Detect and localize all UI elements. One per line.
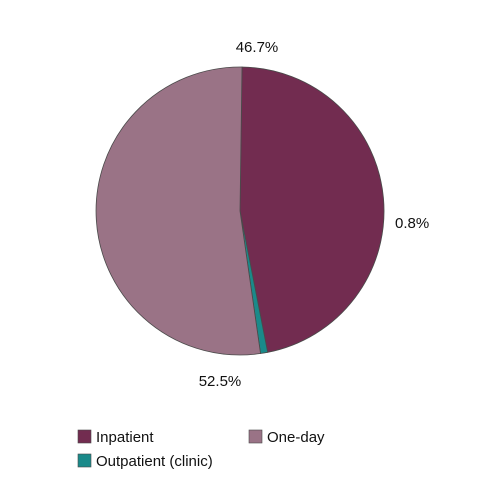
legend-label: Outpatient (clinic) (96, 453, 213, 470)
data-label-one-day: 52.5% (199, 373, 242, 390)
pie-slice-inpatient (239, 66, 385, 353)
legend-label: One-day (267, 429, 325, 446)
legend-label: Inpatient (96, 429, 154, 446)
pie-slices (95, 66, 385, 356)
data-label-inpatient: 46.7% (236, 39, 279, 56)
legend-item-inpatient: Inpatient (77, 429, 154, 446)
legend-item-one-day: One-day (248, 429, 325, 446)
legend-item-outpatient-clinic: Outpatient (clinic) (77, 453, 213, 470)
legend-swatch (77, 453, 92, 468)
legend: Inpatient One-day Outpatient (clinic) (77, 429, 325, 470)
legend-swatch (77, 429, 92, 444)
legend-swatch (248, 429, 263, 444)
pie-slice-one-day (95, 66, 261, 356)
data-labels: 46.7% 0.8% 52.5% (199, 39, 429, 390)
data-label-outpatient-clinic: 0.8% (395, 215, 429, 232)
